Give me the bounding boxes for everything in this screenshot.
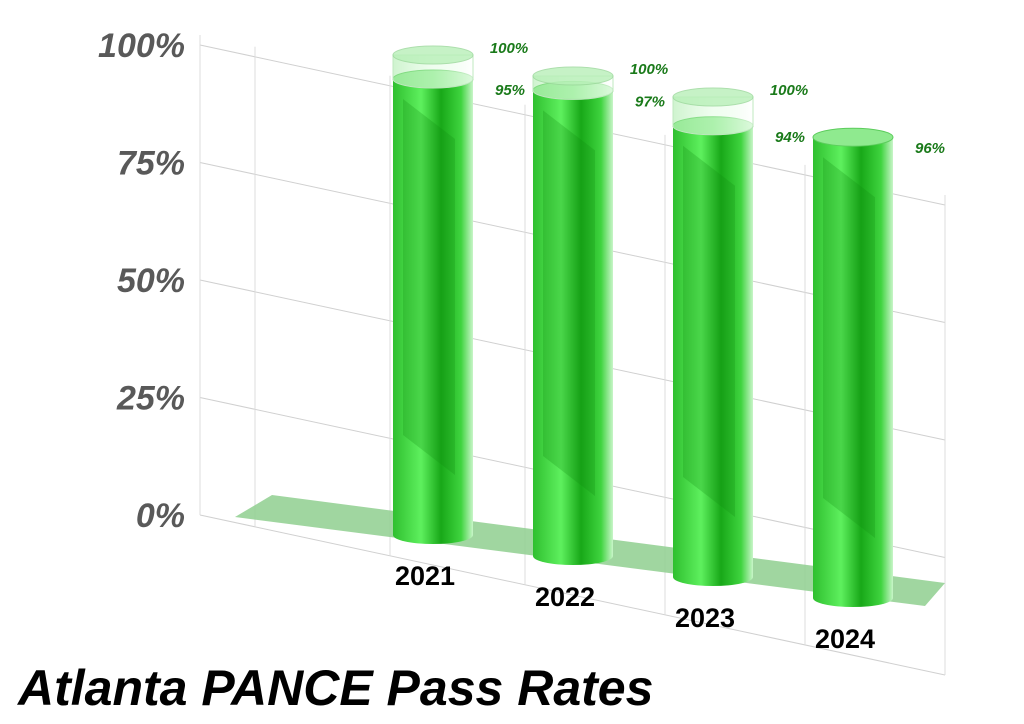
- bars: [392, 45, 894, 607]
- bar-outer-2023: [672, 96, 754, 136]
- bar-2024: [812, 127, 894, 607]
- y-tick-label: 50%: [117, 262, 185, 300]
- gridline-0: [199, 514, 946, 676]
- x-tick-label: 2023: [675, 603, 735, 633]
- bar-body-2024: [813, 137, 893, 607]
- y-axis: 0% 25% 50% 75% 100%: [98, 27, 185, 535]
- bar-2021: [392, 45, 474, 544]
- y-tick-label: 25%: [116, 380, 185, 418]
- bar-outer-top-2022: [532, 66, 614, 86]
- data-label-2023: 94%: [775, 129, 805, 146]
- data-label-outer-2022: 100%: [630, 61, 668, 78]
- bar-outer-top-2023: [672, 87, 754, 107]
- bar-body-2022: [533, 90, 613, 566]
- chart-title: Atlanta PANCE Pass Rates: [16, 660, 653, 716]
- y-tick-label: 75%: [117, 145, 185, 183]
- data-label-outer-2023: 100%: [770, 82, 808, 99]
- bar-shade-2021: [403, 99, 455, 475]
- data-labels: 100% 95% 100% 97% 100% 94% 96%: [490, 40, 945, 157]
- bar-shade-2022: [543, 110, 595, 497]
- x-tick-label: 2024: [815, 624, 875, 654]
- bar-shade-2023: [683, 145, 735, 518]
- data-label-2021: 95%: [495, 82, 525, 99]
- data-label-outer-2021: 100%: [490, 40, 528, 57]
- x-axis: 2021 2022 2023 2024: [395, 561, 875, 654]
- y-tick-label: 0%: [136, 497, 185, 535]
- bar-body-2023: [673, 125, 753, 587]
- data-label-2024: 96%: [915, 140, 945, 157]
- bar-2022: [532, 66, 614, 566]
- bar-top-2024: [812, 127, 894, 147]
- bar-2023: [672, 87, 754, 587]
- x-tick-label: 2022: [535, 582, 595, 612]
- data-label-2022: 97%: [635, 93, 665, 110]
- y-tick-label: 100%: [98, 27, 185, 65]
- x-tick-label: 2021: [395, 561, 455, 591]
- bar-outer-top-2021: [392, 45, 474, 65]
- bar-shade-2024: [823, 157, 875, 538]
- bar-body-2021: [393, 79, 473, 544]
